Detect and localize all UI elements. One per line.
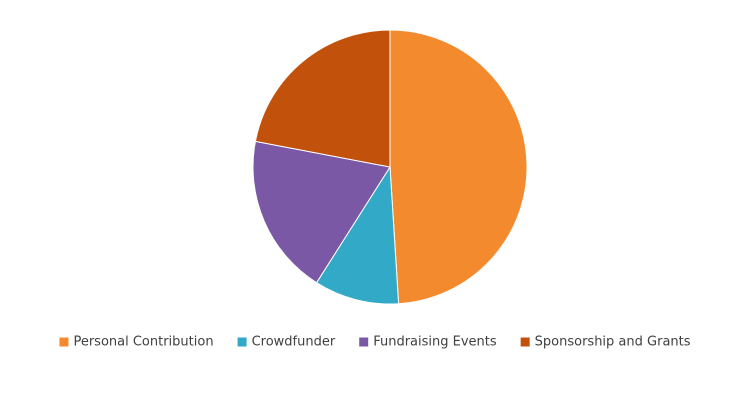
legend-swatch — [59, 337, 69, 347]
pie-slice — [252, 140, 391, 284]
pie-slice — [389, 29, 528, 305]
legend-swatch — [520, 337, 530, 347]
pie-slice — [315, 165, 400, 305]
legend-swatch — [237, 337, 247, 347]
legend-label: Sponsorship and Grants — [535, 335, 691, 350]
legend-label: Fundraising Events — [373, 335, 497, 350]
pie-slice — [254, 29, 391, 168]
legend-label: Crowdfunder — [252, 335, 336, 350]
legend-label: Personal Contribution — [73, 335, 213, 350]
legend-swatch — [359, 337, 369, 347]
